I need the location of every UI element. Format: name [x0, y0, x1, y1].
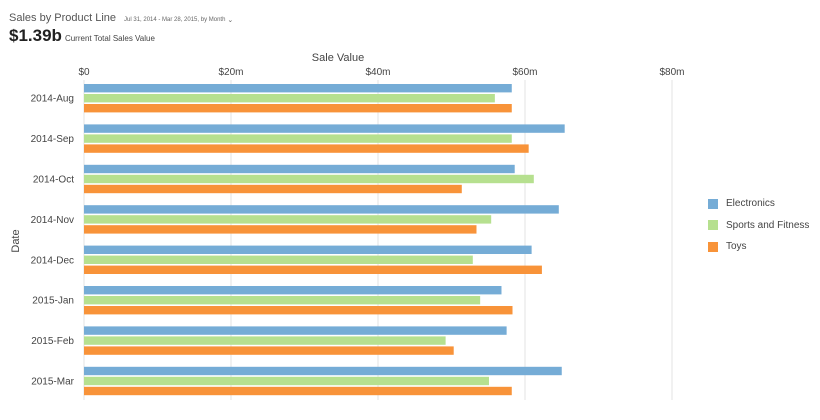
y-category-label: 2015-Mar	[31, 377, 74, 388]
bar	[84, 84, 512, 93]
legend-label: Sports and Fitness	[726, 219, 810, 231]
y-axis-title: Date	[10, 229, 22, 252]
chart-title: Sales by Product Line	[9, 12, 117, 24]
bar	[84, 346, 454, 355]
legend-swatch	[708, 198, 718, 209]
bar	[84, 296, 481, 305]
bar	[84, 376, 489, 386]
bar	[84, 184, 462, 194]
bar	[84, 286, 502, 295]
date-range-selector[interactable]: Jul 31, 2014 - Mar 28, 2015, by Month ⌄	[124, 16, 233, 24]
bar	[84, 386, 512, 396]
bar	[84, 336, 446, 345]
y-category-label: 2014-Oct	[33, 175, 74, 186]
x-axis-title: Sale Value	[312, 52, 364, 64]
chevron-down-icon: ⌄	[227, 17, 234, 24]
date-range-label: Jul 31, 2014 - Mar 28, 2015, by Month	[124, 17, 226, 23]
legend-label: Toys	[726, 241, 747, 253]
legend-label: Electronics	[726, 198, 775, 210]
bar	[84, 134, 512, 143]
y-category-label: 2015-Jan	[32, 296, 74, 307]
title-row: Sales by Product Line Jul 31, 2014 - Mar…	[9, 12, 233, 24]
bar	[84, 104, 512, 113]
total-label: Current Total Sales Value	[64, 34, 155, 43]
legend-item[interactable]: Electronics	[708, 193, 809, 215]
bar	[84, 225, 477, 234]
legend: Electronics Sports and Fitness Toys	[708, 193, 809, 258]
chart-header: Sales by Product Line Jul 31, 2014 - Mar…	[9, 12, 233, 46]
y-category-label: 2014-Nov	[31, 215, 74, 226]
y-category-label: 2014-Sep	[31, 134, 75, 145]
legend-swatch	[708, 220, 718, 231]
bar	[84, 255, 473, 264]
legend-swatch	[708, 241, 718, 252]
x-tick-label: $80m	[659, 67, 684, 78]
bar	[84, 94, 495, 103]
bar	[84, 245, 532, 254]
y-category-label: 2014-Aug	[31, 94, 74, 105]
bar	[84, 144, 529, 153]
x-tick-label: $0	[78, 67, 90, 78]
y-category-label: 2014-Dec	[31, 255, 74, 266]
bar	[84, 326, 507, 335]
x-tick-label: $60m	[512, 67, 537, 78]
total-value: $1.39b	[9, 26, 62, 45]
bar	[84, 164, 515, 174]
legend-item[interactable]: Sports and Fitness	[708, 215, 809, 237]
y-category-label: 2015-Feb	[31, 336, 74, 347]
bar	[84, 174, 534, 184]
x-tick-label: $20m	[218, 67, 243, 78]
legend-item[interactable]: Toys	[708, 236, 809, 258]
bar	[84, 366, 562, 376]
bar	[84, 205, 559, 214]
bar	[84, 306, 513, 315]
bar	[84, 265, 542, 274]
bar	[84, 124, 565, 133]
bar	[84, 215, 492, 224]
total-row: $1.39b Current Total Sales Value	[9, 26, 233, 46]
x-tick-label: $40m	[365, 67, 390, 78]
